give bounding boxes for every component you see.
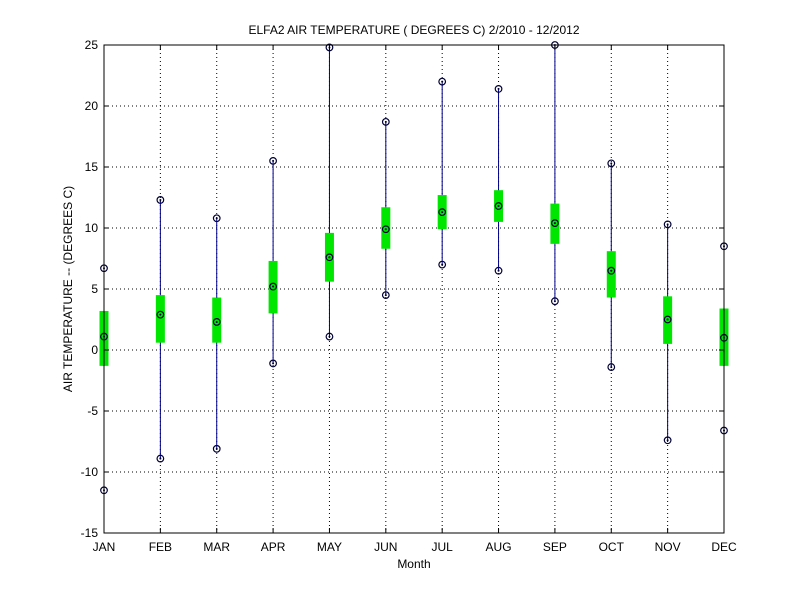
median-marker — [156, 310, 165, 319]
median-marker — [212, 318, 221, 326]
min-marker — [551, 297, 559, 306]
y-tick-label: 0 — [91, 343, 98, 357]
median-marker-dot — [272, 285, 275, 288]
min-marker-dot — [215, 447, 218, 450]
max-marker — [156, 196, 165, 204]
min-marker — [325, 332, 334, 341]
min-marker-dot — [610, 366, 613, 369]
median-marker — [494, 202, 503, 210]
box-group-oct — [606, 159, 616, 371]
min-marker-dot — [159, 457, 162, 460]
x-tick-label: AUG — [486, 540, 512, 554]
max-marker-dot — [384, 120, 387, 123]
median-marker-dot — [553, 222, 556, 225]
x-tick-label: FEB — [149, 540, 172, 554]
x-tick-label: MAR — [203, 540, 230, 554]
median-marker-dot — [328, 256, 331, 259]
min-marker — [212, 444, 221, 453]
axis-layer — [103, 44, 725, 534]
min-marker — [156, 454, 165, 463]
max-marker-dot — [215, 217, 218, 220]
max-marker — [438, 77, 447, 86]
max-marker — [325, 43, 334, 52]
median-marker — [269, 282, 277, 291]
box-group-aug — [494, 85, 504, 275]
x-tick-label: OCT — [599, 540, 625, 554]
min-marker — [663, 436, 672, 445]
median-marker-dot — [666, 318, 669, 321]
y-tick-label: 15 — [85, 160, 99, 174]
box-group-feb — [155, 196, 165, 463]
x-tick-label: JUL — [432, 540, 454, 554]
y-tick-label: 10 — [85, 221, 99, 235]
min-marker-dot — [328, 335, 331, 338]
median-marker — [551, 219, 559, 228]
min-marker — [269, 359, 277, 368]
max-marker-dot — [159, 198, 162, 201]
y-tick-label: -5 — [87, 404, 98, 418]
iqr-box — [155, 295, 165, 343]
iqr-box — [381, 207, 391, 249]
min-marker — [607, 363, 616, 371]
min-marker-dot — [384, 294, 387, 297]
min-marker — [381, 291, 390, 300]
median-marker-dot — [441, 211, 444, 214]
max-marker — [494, 85, 503, 93]
x-tick-label: JUN — [374, 540, 397, 554]
iqr-box — [212, 297, 222, 343]
max-marker-dot — [610, 162, 613, 165]
box-group-may — [324, 43, 334, 341]
median-marker-dot — [215, 320, 218, 323]
y-axis-title: AIR TEMPERATURE -- (DEGREES C) — [61, 186, 75, 392]
median-marker-dot — [610, 269, 613, 272]
box-group-apr — [268, 156, 278, 368]
min-marker-dot — [497, 269, 500, 272]
median-marker-dot — [384, 228, 387, 231]
max-marker — [212, 214, 221, 223]
min-marker-dot — [272, 362, 275, 365]
x-tick-label: NOV — [655, 540, 681, 554]
max-marker-dot — [497, 87, 500, 90]
median-marker — [663, 315, 672, 324]
max-marker — [663, 220, 672, 229]
x-tick-label: SEP — [543, 540, 567, 554]
min-marker-dot — [553, 300, 556, 303]
max-marker — [269, 156, 277, 165]
y-tick-label: -10 — [81, 465, 99, 479]
x-tick-label: DEC — [711, 540, 737, 554]
x-tick-label: JAN — [93, 540, 116, 554]
median-marker — [438, 208, 447, 217]
max-marker-dot — [441, 80, 444, 83]
max-marker-dot — [272, 159, 275, 162]
max-marker-dot — [666, 223, 669, 226]
max-marker — [607, 159, 616, 168]
x-tick-label: APR — [261, 540, 286, 554]
median-marker-dot — [159, 313, 162, 316]
min-marker — [494, 266, 503, 275]
box-group-mar — [212, 214, 222, 453]
y-tick-label: 20 — [85, 99, 99, 113]
min-marker-dot — [666, 439, 669, 442]
box-group-jun — [381, 117, 391, 300]
box-group-jul — [437, 77, 447, 269]
y-tick-label: 5 — [91, 282, 98, 296]
median-marker — [607, 266, 616, 275]
min-marker-dot — [441, 263, 444, 266]
median-marker — [325, 253, 334, 262]
chart-title: ELFA2 AIR TEMPERATURE ( DEGREES C) 2/201… — [248, 23, 579, 37]
min-marker — [438, 260, 447, 269]
max-marker — [381, 117, 390, 126]
x-axis-title: Month — [397, 557, 430, 571]
box-group-nov — [663, 220, 673, 445]
y-tick-label: -15 — [81, 526, 99, 540]
x-tick-label: MAY — [317, 540, 342, 554]
median-marker-dot — [497, 205, 500, 208]
y-tick-label: 25 — [85, 38, 99, 52]
median-marker — [381, 225, 390, 234]
label-layer: -15 -10 -5 0 5 10 15 20 25 JAN FEB MAR APR MAY JUN JUL A… — [81, 38, 737, 554]
